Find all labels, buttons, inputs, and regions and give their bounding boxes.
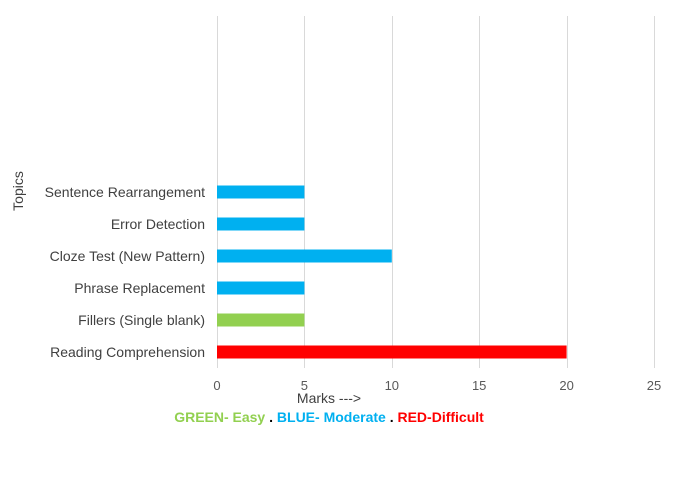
category-label: Sentence Rearrangement [45, 184, 205, 200]
category-labels: Reading Comprehension Fillers (Single bla… [45, 184, 205, 360]
bar [217, 217, 305, 231]
category-label: Reading Comprehension [50, 344, 205, 360]
category-label: Fillers (Single blank) [78, 312, 205, 328]
category-label: Phrase Replacement [74, 280, 205, 296]
category-label: Error Detection [111, 216, 205, 232]
x-tick-label: 25 [647, 378, 661, 393]
legend-item: . [265, 409, 277, 425]
bar [217, 345, 567, 359]
bars [217, 185, 567, 359]
x-axis-title: Marks ---> [297, 390, 361, 406]
y-axis-title: Topics [10, 171, 26, 211]
bar [217, 313, 305, 327]
x-tick-label: 20 [559, 378, 573, 393]
bar [217, 281, 305, 295]
category-label: Cloze Test (New Pattern) [50, 248, 205, 264]
x-tick-label: 5 [301, 378, 308, 393]
legend-item: BLUE- Moderate [276, 409, 386, 425]
legend-item: RED-Difficult [397, 409, 484, 425]
x-tick-label: 15 [472, 378, 486, 393]
difficulty-legend: GREEN- Easy . BLUE- Moderate . RED-Diffi… [0, 409, 658, 425]
legend-item: GREEN- Easy [174, 409, 266, 425]
x-tick-labels: 0 5 10 15 20 25 [213, 378, 661, 393]
x-tick-label: 10 [385, 378, 399, 393]
bar [217, 185, 305, 199]
legend-item: . [385, 409, 398, 425]
bar [217, 249, 392, 263]
gridlines [217, 16, 655, 368]
x-tick-label: 0 [213, 378, 220, 393]
